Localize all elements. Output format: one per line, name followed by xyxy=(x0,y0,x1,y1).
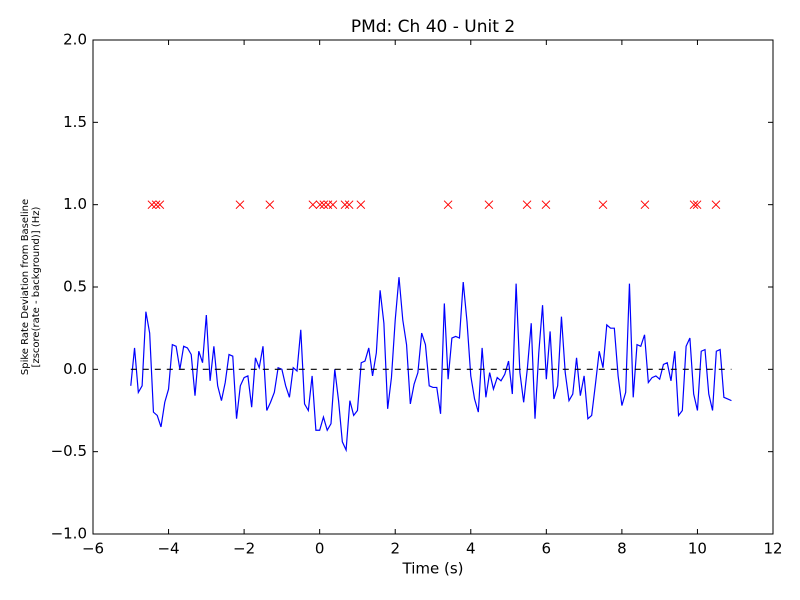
x-marker xyxy=(235,200,245,210)
y-tick-label: −0.5 xyxy=(51,442,87,460)
x-marker xyxy=(265,200,275,210)
x-marker xyxy=(640,200,650,210)
x-marker xyxy=(598,200,608,210)
x-tick-label: −6 xyxy=(82,540,104,558)
x-tick-label: −4 xyxy=(157,540,179,558)
y-axis-label: [zscore(rate - background)] (Hz) xyxy=(31,206,42,367)
x-marker xyxy=(356,200,366,210)
x-marker xyxy=(340,200,350,210)
x-marker xyxy=(147,200,157,210)
x-marker xyxy=(328,200,338,210)
y-tick-label: 0.5 xyxy=(63,278,87,296)
x-marker xyxy=(344,200,354,210)
x-tick-label: 10 xyxy=(688,540,707,558)
x-marker xyxy=(692,200,702,210)
x-marker xyxy=(484,200,494,210)
x-tick-label: 8 xyxy=(617,540,627,558)
y-axis-label: Spike Rate Deviation from Baseline xyxy=(20,199,31,375)
x-marker xyxy=(155,200,165,210)
x-tick-label: 0 xyxy=(315,540,325,558)
x-tick-label: 4 xyxy=(466,540,476,558)
x-marker xyxy=(315,200,325,210)
y-tick-label: 2.0 xyxy=(63,31,87,49)
x-marker xyxy=(689,200,699,210)
series-line xyxy=(130,277,732,453)
y-tick-label: 1.5 xyxy=(63,113,87,131)
x-marker xyxy=(319,200,329,210)
x-marker xyxy=(711,200,721,210)
chart-title: PMd: Ch 40 - Unit 2 xyxy=(351,17,515,37)
x-tick-label: 2 xyxy=(390,540,400,558)
x-marker xyxy=(443,200,453,210)
x-axis-label: Time (s) xyxy=(402,560,464,578)
x-marker xyxy=(522,200,532,210)
x-tick-label: −2 xyxy=(233,540,255,558)
x-tick-label: 12 xyxy=(763,540,782,558)
x-marker xyxy=(308,200,318,210)
x-marker xyxy=(151,200,161,210)
y-tick-label: −1.0 xyxy=(51,525,87,543)
x-tick-label: 6 xyxy=(542,540,552,558)
y-tick-label: 0.0 xyxy=(63,360,87,378)
x-marker xyxy=(541,200,551,210)
plot-frame xyxy=(92,39,774,535)
y-tick-label: 1.0 xyxy=(63,195,87,213)
